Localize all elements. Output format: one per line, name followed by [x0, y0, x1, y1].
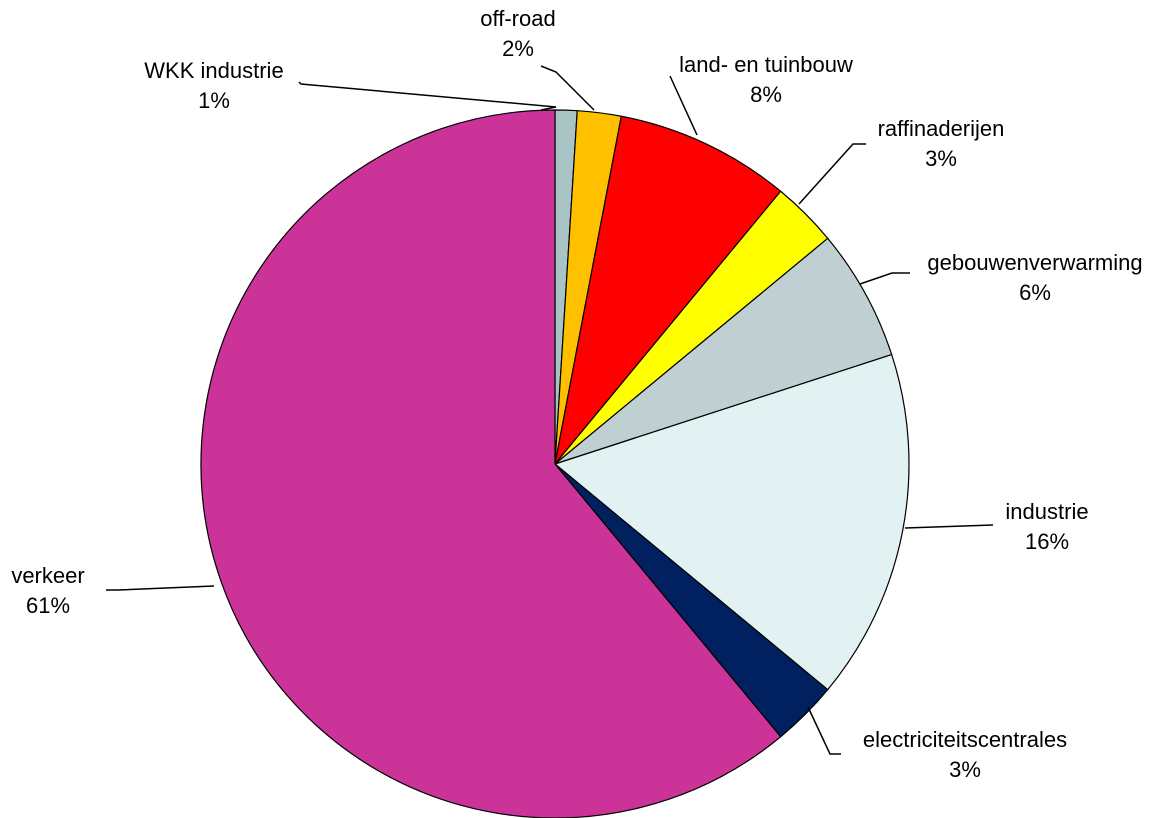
leader-line	[859, 272, 910, 285]
pie-slice-industrie	[553, 353, 910, 691]
leader-line	[669, 75, 698, 136]
slice-value-label: 6%	[1019, 280, 1051, 305]
slice-value-label: 1%	[198, 88, 230, 113]
slice-label: raffinaderijen	[878, 116, 1005, 141]
leader-line	[798, 143, 866, 205]
leader-line	[540, 65, 595, 111]
leader-line	[807, 706, 841, 755]
slice-labels: WKK industrie 1% off-road 2% land- en tuinbo…	[11, 6, 1142, 782]
slice-label: verkeer	[11, 563, 84, 588]
slice-label: land- en tuinbouw	[679, 52, 853, 77]
leader-lines	[106, 65, 994, 755]
slice-label: WKK industrie	[144, 58, 283, 83]
slice-label: industrie	[1005, 499, 1088, 524]
pie-slices	[200, 109, 910, 818]
leader-line	[298, 81, 557, 111]
slice-value-label: 3%	[925, 146, 957, 171]
slice-value-label: 8%	[750, 82, 782, 107]
pie-slice-verkeer	[200, 109, 782, 818]
slice-value-label: 3%	[949, 757, 981, 782]
slice-value-label: 61%	[26, 593, 70, 618]
slice-value-label: 16%	[1025, 529, 1069, 554]
pie-slice-land-en-tuinbouw	[554, 115, 782, 465]
slice-label: electriciteitscentrales	[863, 727, 1067, 752]
slice-label: gebouwenverwarming	[927, 250, 1142, 275]
pie-slice-gebouwenverwarming	[554, 237, 893, 465]
leader-line	[904, 524, 994, 529]
leader-line	[106, 585, 215, 591]
slice-value-label: 2%	[502, 36, 534, 61]
slice-label: off-road	[480, 6, 555, 31]
